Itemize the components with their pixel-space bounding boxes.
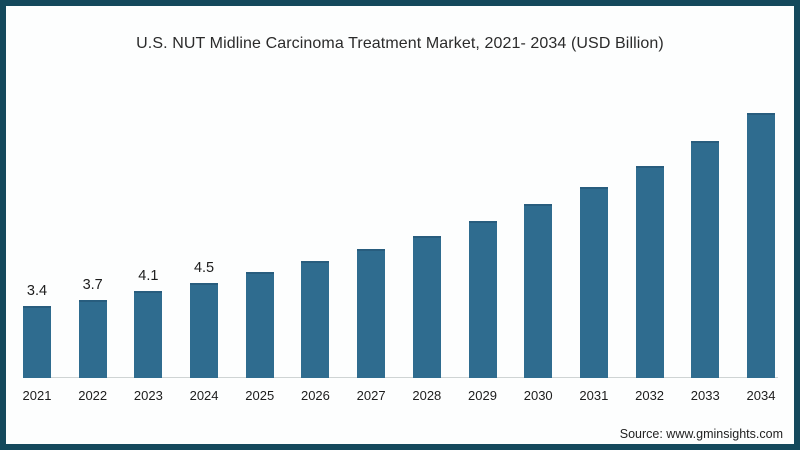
bar-value-label: 3.7 bbox=[82, 277, 103, 293]
x-tick-label: 2034 bbox=[746, 388, 776, 403]
bar bbox=[579, 187, 608, 378]
x-tick-label: 2033 bbox=[690, 388, 720, 403]
bar bbox=[245, 272, 274, 378]
bar bbox=[412, 236, 441, 378]
bar bbox=[190, 283, 219, 378]
x-tick-label: 2022 bbox=[78, 388, 108, 403]
x-tick-label: 2028 bbox=[412, 388, 442, 403]
bar bbox=[78, 300, 107, 378]
chart-title: U.S. NUT Midline Carcinoma Treatment Mar… bbox=[136, 35, 664, 52]
x-tick-label: 2021 bbox=[22, 388, 52, 403]
x-tick-label: 2032 bbox=[635, 388, 665, 403]
x-tick-label: 2027 bbox=[356, 388, 386, 403]
x-tick-label: 2026 bbox=[300, 388, 330, 403]
bar bbox=[746, 113, 775, 378]
x-axis-line bbox=[24, 377, 778, 378]
bar-value-label: 4.1 bbox=[138, 268, 159, 284]
x-tick-label: 2031 bbox=[579, 388, 609, 403]
bar bbox=[691, 141, 720, 378]
x-tick-label: 2030 bbox=[523, 388, 553, 403]
x-tick-label: 2024 bbox=[189, 388, 219, 403]
x-tick-label: 2029 bbox=[468, 388, 497, 403]
bar bbox=[301, 261, 330, 378]
bar bbox=[357, 249, 386, 378]
bar bbox=[635, 166, 664, 378]
bar bbox=[134, 291, 163, 378]
bar bbox=[23, 306, 51, 378]
source-note: Source: www.gminsights.com bbox=[619, 427, 783, 441]
bar bbox=[468, 221, 497, 378]
bar bbox=[524, 204, 553, 378]
bar-value-label: 3.4 bbox=[26, 283, 48, 299]
x-tick-label: 2025 bbox=[245, 388, 275, 403]
bar-value-label: 4.5 bbox=[193, 260, 215, 276]
x-tick-label: 2023 bbox=[133, 388, 163, 403]
